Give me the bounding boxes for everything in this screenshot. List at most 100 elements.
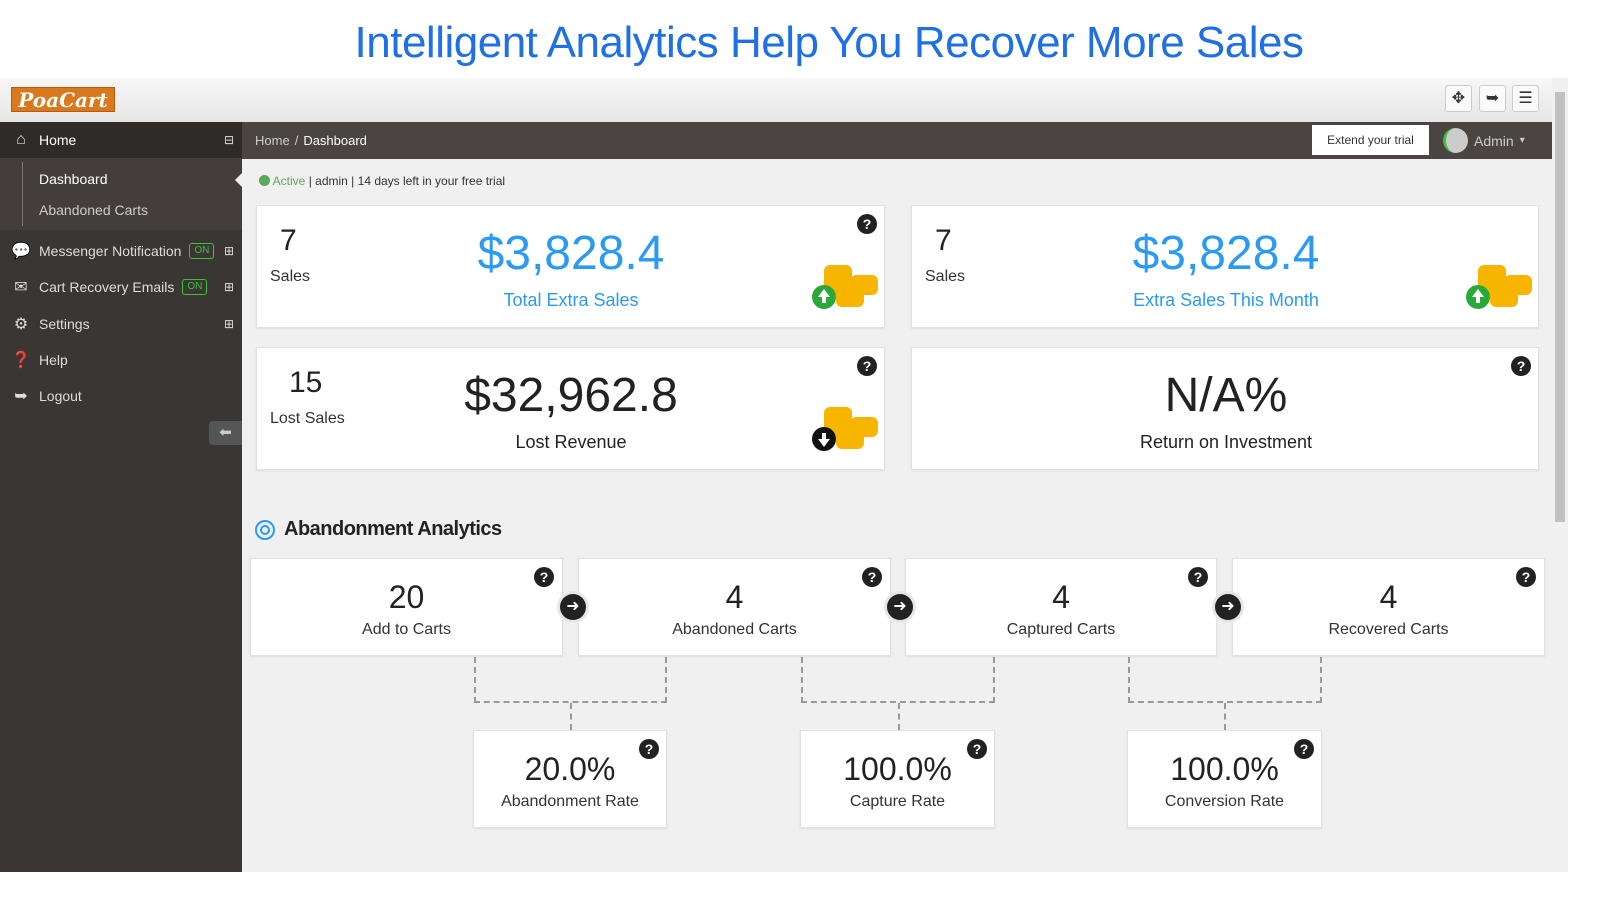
funnel-abandoned-carts: 4 Abandoned Carts? [578, 558, 891, 656]
sales-label: Sales [925, 268, 966, 285]
status-trial: 14 days left in your free trial [357, 174, 506, 188]
funnel-value: 20 [388, 579, 425, 615]
comment-icon: 💬 [11, 243, 31, 260]
breadcrumb-current: Dashboard [303, 133, 367, 148]
rate-capture: 100.0% Capture Rate? [800, 730, 995, 828]
sign-out-icon: ➥ [14, 388, 28, 405]
menu-icon[interactable]: ☰ [1512, 85, 1539, 112]
expand-icon[interactable]: ⊞ [223, 244, 234, 258]
sidebar-item-label: Settings [39, 316, 90, 332]
help-icon[interactable]: ? [967, 739, 987, 759]
sidebar-item-dashboard[interactable]: Dashboard [39, 171, 108, 187]
card-value: $3,828.4 [477, 227, 665, 280]
gear-icon: ⚙ [13, 316, 29, 333]
help-icon[interactable]: ? [1511, 356, 1531, 376]
card-label: Extra Sales This Month [1133, 290, 1319, 310]
funnel-value: 4 [1052, 579, 1070, 615]
sales-count: 7 [280, 224, 297, 257]
funnel-label: Recovered Carts [1328, 621, 1449, 638]
card-label: Return on Investment [1139, 432, 1313, 452]
arrow-right-icon: ➜ [560, 594, 586, 620]
rate-label: Capture Rate [849, 793, 946, 810]
help-icon[interactable]: ? [639, 739, 659, 759]
on-badge[interactable]: ON [182, 279, 208, 295]
connector [570, 703, 572, 730]
sales-count: 7 [935, 224, 952, 257]
funnel-captured-carts: 4 Captured Carts? [905, 558, 1217, 656]
help-icon[interactable]: ? [1516, 567, 1536, 587]
home-icon: ⌂ [16, 131, 26, 148]
card-label: Total Extra Sales [503, 290, 639, 310]
card-label: Lost Revenue [515, 432, 627, 452]
sidebar-item-home[interactable]: ⌂ Home ⊟ [0, 122, 242, 158]
sidebar-item-logout[interactable]: ➥ Logout [0, 378, 242, 414]
rate-value: 20.0% [524, 751, 616, 787]
active-pointer [235, 173, 242, 187]
card-extra-sales-month: 7 Sales $3,828.4 Extra Sales This Month [911, 205, 1539, 328]
card-lost-revenue: 15 Lost Sales $32,962.8 Lost Revenue ? [256, 347, 885, 470]
connector [474, 657, 667, 703]
breadcrumb-trail: Home / Dashboard [255, 133, 367, 148]
status-line: Active | admin | 14 days left in your fr… [259, 174, 505, 188]
expand-icon[interactable]: ⊞ [223, 280, 234, 294]
target-icon [255, 520, 275, 540]
rate-value: 100.0% [843, 751, 952, 787]
sidebar-item-abandoned-carts[interactable]: Abandoned Carts [39, 202, 148, 218]
help-icon[interactable]: ? [1294, 739, 1314, 759]
funnel-value: 4 [1379, 579, 1398, 615]
help-icon[interactable]: ? [534, 567, 554, 587]
card-value: N/A% [1164, 369, 1288, 422]
sidebar-item-label: Logout [39, 388, 82, 404]
move-icon[interactable]: ✥ [1445, 85, 1472, 112]
funnel-label: Abandoned Carts [672, 621, 797, 638]
help-icon[interactable]: ? [857, 356, 877, 376]
expand-icon[interactable]: ⊞ [223, 317, 234, 331]
user-menu[interactable]: Admin [1474, 132, 1514, 149]
logo[interactable]: PoaCart [11, 87, 115, 112]
collapse-icon[interactable]: ⊟ [223, 133, 234, 147]
card-total-extra-sales: 7 Sales $3,828.4 Total Extra Sales ? [256, 205, 885, 328]
submenu: Dashboard Abandoned Carts [0, 158, 242, 230]
connector [801, 657, 995, 703]
rate-value: 100.0% [1170, 751, 1279, 787]
lost-sales-label: Lost Sales [270, 410, 345, 427]
avatar[interactable] [1443, 128, 1468, 153]
card-value: $3,828.4 [1132, 227, 1320, 280]
funnel-add-to-carts: 20 Add to Carts? [250, 558, 563, 656]
sign-out-icon[interactable]: ➥ [1479, 85, 1506, 112]
sidebar-item-label: Cart Recovery Emails [39, 279, 175, 295]
headline: Intelligent Analytics Help You Recover M… [354, 18, 1304, 67]
funnel-value: 4 [725, 579, 744, 615]
funnel-recovered-carts: 4 Recovered Carts? [1232, 558, 1545, 656]
extend-trial-button[interactable]: Extend your trial [1312, 125, 1429, 155]
arrow-right-icon: ➜ [887, 594, 913, 620]
chevron-down-icon[interactable]: ▾ [1519, 135, 1525, 146]
breadcrumb-home[interactable]: Home [255, 133, 290, 148]
on-badge[interactable]: ON [189, 243, 215, 259]
status-user: admin [315, 174, 348, 188]
breadcrumb-separator: / [294, 133, 299, 148]
sidebar-item-cart-recovery-emails[interactable]: ✉ Cart Recovery Emails ON ⊞ [0, 269, 242, 305]
rate-label: Conversion Rate [1164, 793, 1285, 810]
question-icon: ❓ [11, 352, 31, 369]
sales-label: Sales [270, 268, 311, 285]
collapse-sidebar-button[interactable]: ⬅ [209, 421, 242, 445]
sidebar-item-help[interactable]: ❓ Help [0, 342, 242, 378]
help-icon[interactable]: ? [862, 567, 882, 587]
scrollbar-thumb[interactable] [1555, 92, 1565, 522]
sidebar-item-label: Home [39, 132, 77, 148]
rate-conversion: 100.0% Conversion Rate? [1127, 730, 1322, 828]
help-icon[interactable]: ? [1188, 567, 1208, 587]
connector [1224, 703, 1226, 730]
sidebar-item-messenger[interactable]: 💬 Messenger Notification ON ⊞ [0, 233, 242, 269]
sidebar-item-label: Help [39, 352, 68, 368]
rate-abandonment: 20.0% Abandonment Rate? [473, 730, 667, 828]
user-menu-wrap[interactable]: Admin ▾ [1443, 128, 1525, 153]
sidebar-item-settings[interactable]: ⚙ Settings ⊞ [0, 306, 242, 342]
help-icon[interactable]: ? [857, 214, 877, 234]
section-title: Abandonment Analytics [284, 518, 502, 540]
card-value: $32,962.8 [464, 369, 678, 422]
sidebar-item-label: Messenger Notification [39, 243, 182, 259]
card-roi: N/A% Return on Investment ? [911, 347, 1539, 470]
connector [898, 703, 900, 730]
